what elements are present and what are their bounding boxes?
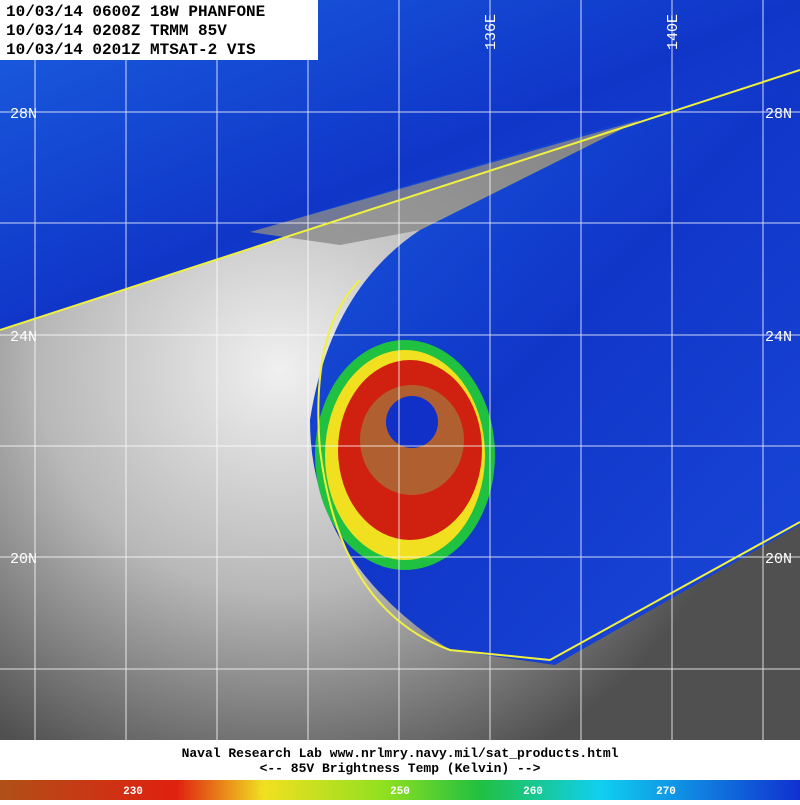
colorbar-label: 260	[523, 786, 543, 798]
colorbar-label: 250	[390, 786, 410, 798]
swath-edge	[0, 69, 800, 662]
header-line: 10/03/14 0208Z TRMM 85V	[6, 22, 227, 40]
colorbar-label: 270	[656, 786, 676, 798]
header-box	[0, 0, 318, 60]
header-line: 10/03/14 0201Z MTSAT-2 VIS	[6, 41, 256, 59]
lat-label: 28N	[765, 106, 792, 123]
footer	[0, 740, 800, 780]
lon-label: 140E	[665, 14, 682, 50]
storm	[315, 340, 495, 570]
lat-label: 28N	[10, 106, 37, 123]
colorbar	[0, 780, 800, 800]
colorbar-label: 230	[123, 786, 143, 798]
colorbar-label: 240	[257, 786, 277, 798]
swath-strip	[250, 120, 640, 245]
footer-line: <-- 85V Brightness Temp (Kelvin) -->	[260, 761, 541, 776]
lat-label: 24N	[10, 329, 37, 346]
lat-label: 24N	[765, 329, 792, 346]
header-line: 10/03/14 0600Z 18W PHANFONE	[6, 3, 265, 21]
lat-label: 20N	[765, 551, 792, 568]
lat-label: 20N	[10, 551, 37, 568]
footer-line: Naval Research Lab www.nrlmry.navy.mil/s…	[182, 746, 619, 761]
grid	[0, 0, 800, 740]
ocean-imagery	[0, 0, 800, 330]
lon-label: 136E	[483, 14, 500, 50]
